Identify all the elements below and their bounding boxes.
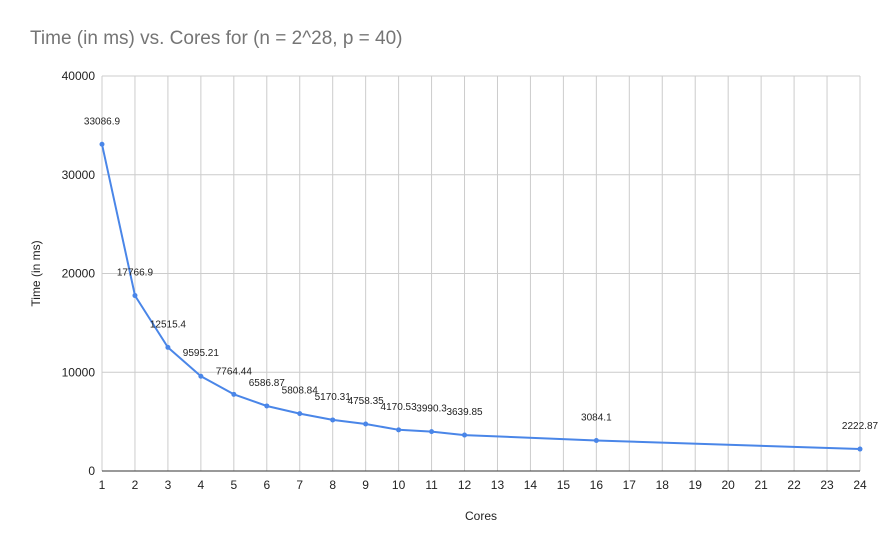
x-tick-label: 20 — [721, 478, 735, 492]
x-tick-label: 19 — [689, 478, 703, 492]
x-tick-label: 3 — [165, 478, 172, 492]
label-layer: 33086.9 17766.9 12515.4 9595.21 7764.446586.… — [84, 116, 879, 432]
y-tick-label: 10000 — [62, 365, 96, 379]
x-tick-label: 6 — [263, 478, 270, 492]
x-tick-label: 16 — [590, 478, 604, 492]
data-label: 5808.84 — [282, 386, 319, 397]
data-label: 3639.85 — [446, 407, 483, 418]
y-axis-title: Time (in ms) — [29, 240, 43, 306]
x-axis-title: Cores — [465, 509, 497, 523]
data-point — [429, 429, 435, 435]
data-label: 33086.9 — [84, 116, 121, 127]
data-point — [165, 344, 171, 350]
data-point — [363, 421, 369, 427]
data-label: 17766.9 — [117, 268, 154, 279]
data-label: 5170.31 — [315, 392, 352, 403]
x-tick-label: 1 — [99, 478, 106, 492]
data-label: 3084.1 — [581, 413, 612, 424]
y-tick-label: 0 — [88, 464, 95, 478]
data-point — [462, 432, 468, 438]
data-point — [396, 427, 402, 433]
x-tick-label: 9 — [362, 478, 369, 492]
data-label: 9595.21 — [183, 348, 220, 359]
data-label: 6586.87 — [249, 378, 286, 389]
data-point — [330, 417, 336, 423]
x-tick-label: 13 — [491, 478, 505, 492]
x-tick-label: 4 — [198, 478, 205, 492]
data-label: 4170.53 — [381, 402, 418, 413]
data-point — [297, 411, 303, 417]
x-tick-label: 8 — [329, 478, 336, 492]
data-label: 3990.3 — [416, 404, 447, 415]
series-line — [101, 144, 861, 450]
x-tick-label: 23 — [820, 478, 834, 492]
x-tick-label: 22 — [787, 478, 801, 492]
axis-layer: 1 2 3 4 5 6 7 8 9 10 11 12 13 14 15 16 17 18 19 20 21 22 23 240… — [62, 69, 867, 492]
data-point — [132, 293, 138, 299]
y-tick-label: 20000 — [62, 267, 96, 281]
data-point — [231, 391, 237, 397]
data-point — [857, 446, 863, 452]
x-tick-label: 21 — [754, 478, 768, 492]
x-tick-label: 10 — [392, 478, 406, 492]
data-label: 7764.44 — [216, 366, 253, 377]
y-tick-label: 30000 — [62, 168, 96, 182]
data-point — [264, 403, 270, 409]
data-point — [99, 141, 105, 147]
x-tick-label: 12 — [458, 478, 472, 492]
data-point — [593, 438, 599, 444]
grid-layer — [101, 75, 861, 472]
data-label: 12515.4 — [150, 319, 187, 330]
x-tick-label: 17 — [623, 478, 637, 492]
x-tick-label: 24 — [853, 478, 867, 492]
x-tick-label: 14 — [524, 478, 538, 492]
y-tick-label: 40000 — [62, 69, 96, 83]
chart-title: Time (in ms) vs. Cores for (n = 2^28, p … — [30, 28, 403, 49]
data-label: 4758.35 — [348, 396, 385, 407]
data-point — [198, 373, 204, 379]
x-tick-label: 18 — [656, 478, 670, 492]
x-tick-label: 15 — [557, 478, 571, 492]
x-tick-label: 5 — [230, 478, 237, 492]
x-tick-label: 11 — [425, 478, 438, 492]
data-label: 2222.87 — [842, 421, 879, 432]
x-tick-label: 7 — [296, 478, 303, 492]
x-tick-label: 2 — [132, 478, 139, 492]
series-layer — [99, 141, 863, 452]
